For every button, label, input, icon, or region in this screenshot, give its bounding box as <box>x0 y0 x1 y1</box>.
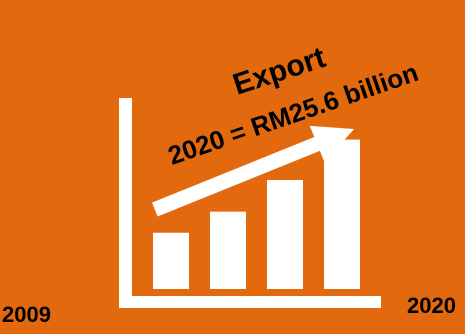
chart-axes <box>119 98 381 308</box>
trend-arrow-shaft <box>152 135 323 217</box>
bar-4 <box>324 139 360 289</box>
bar-1 <box>153 232 189 289</box>
x-axis-line <box>119 296 381 308</box>
trend-arrow-icon <box>152 125 355 217</box>
trend-arrow-head <box>309 125 355 163</box>
bar-3 <box>267 180 303 289</box>
y-axis-line <box>119 98 132 308</box>
bars-group <box>153 139 360 289</box>
x-end-label: 2020 <box>407 293 456 318</box>
bar-2 <box>210 211 246 289</box>
x-start-label: 2009 <box>2 302 51 327</box>
